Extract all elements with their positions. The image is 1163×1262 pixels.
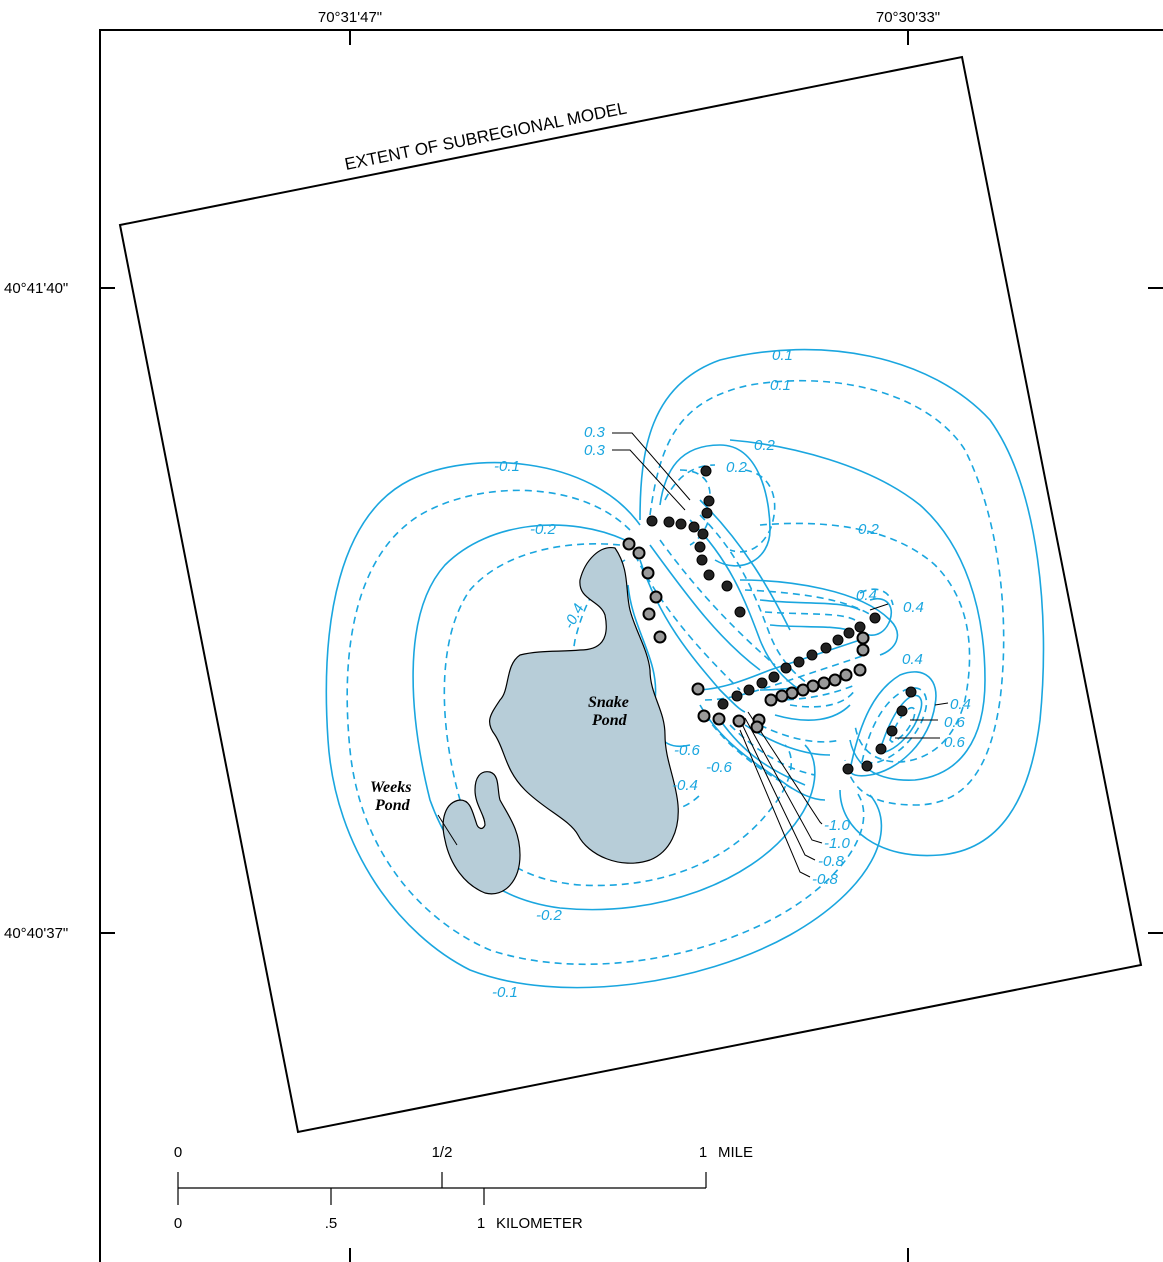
contour-label-3: 0.2 xyxy=(726,459,748,476)
contour-label-21: -1.0 xyxy=(824,817,851,834)
contour-label-23: -0.8 xyxy=(818,853,845,870)
contour-label-22: -1.0 xyxy=(824,835,851,852)
weeks-pond-label-line2: Pond xyxy=(374,797,411,814)
contour-label-8: 0.4 xyxy=(903,599,924,616)
contour-label-6: 0.3 xyxy=(584,442,606,459)
weeks-pond xyxy=(442,771,521,895)
weeks-pond-label-line1: Weeks xyxy=(370,779,411,796)
scale-mile-1: 1 xyxy=(699,1144,707,1161)
contour-label-4: 0.2 xyxy=(858,521,880,538)
model-extent-label: EXTENT OF SUBREGIONAL MODEL xyxy=(343,99,628,174)
scale-mile-half: 1/2 xyxy=(432,1144,453,1161)
weeks-pond-leader xyxy=(437,814,458,846)
contour-label-0: 0.1 xyxy=(772,347,793,364)
scale-km-half: .5 xyxy=(325,1215,338,1232)
contour-label-19: -0.6 xyxy=(674,742,701,759)
contour-label-14: -0.1 xyxy=(492,984,518,1001)
snake-pond-label-line1: Snake xyxy=(588,694,629,711)
contour-label-16: -0.2 xyxy=(536,907,563,924)
scale-km-0: 0 xyxy=(174,1215,182,1232)
head-contours xyxy=(325,348,1045,989)
contour-label-10: 0.4 xyxy=(950,696,971,713)
injection-wells xyxy=(622,537,870,734)
scale-km-unit: KILOMETER xyxy=(496,1215,583,1232)
longitude-label-west: 70°31'47" xyxy=(318,9,382,26)
snake-pond xyxy=(488,547,679,864)
contour-label-13: -0.1 xyxy=(494,458,520,475)
contour-labels: 0.1 0.1 0.2 0.2 0.2 0.3 0.3 0.4 0.4 0.4 … xyxy=(492,347,971,1001)
snake-pond-label-line2: Pond xyxy=(591,712,628,729)
contour-label-1: 0.1 xyxy=(770,377,791,394)
scale-mile-0: 0 xyxy=(174,1144,182,1161)
contour-label-11: 0.6 xyxy=(944,714,966,731)
label-leaders xyxy=(612,432,949,878)
contour-label-5: 0.3 xyxy=(584,424,606,441)
contour-label-9: 0.4 xyxy=(902,651,923,668)
subregional-model-extent xyxy=(118,55,1143,1134)
contour-label-24: -0.8 xyxy=(812,871,839,888)
scale-bar xyxy=(177,1172,707,1205)
frame-ticks xyxy=(100,30,1163,1262)
contour-label-12: 0.6 xyxy=(944,734,966,751)
contour-label-7: 0.4 xyxy=(856,587,877,604)
scale-mile-unit: MILE xyxy=(718,1144,753,1161)
contour-label-18: -0.4 xyxy=(672,777,698,794)
extraction-wells xyxy=(646,465,917,775)
map-frame xyxy=(99,29,1163,1262)
contour-label-20: -0.6 xyxy=(706,759,733,776)
contour-label-15: -0.2 xyxy=(530,521,557,538)
scale-km-1: 1 xyxy=(477,1215,485,1232)
longitude-label-east: 70°30'33" xyxy=(876,9,940,26)
latitude-label-north: 40°41'40" xyxy=(4,280,68,297)
contour-label-2: 0.2 xyxy=(754,437,776,454)
contour-label-17: -0.4 xyxy=(561,601,588,632)
latitude-label-south: 40°40'37" xyxy=(4,925,68,942)
